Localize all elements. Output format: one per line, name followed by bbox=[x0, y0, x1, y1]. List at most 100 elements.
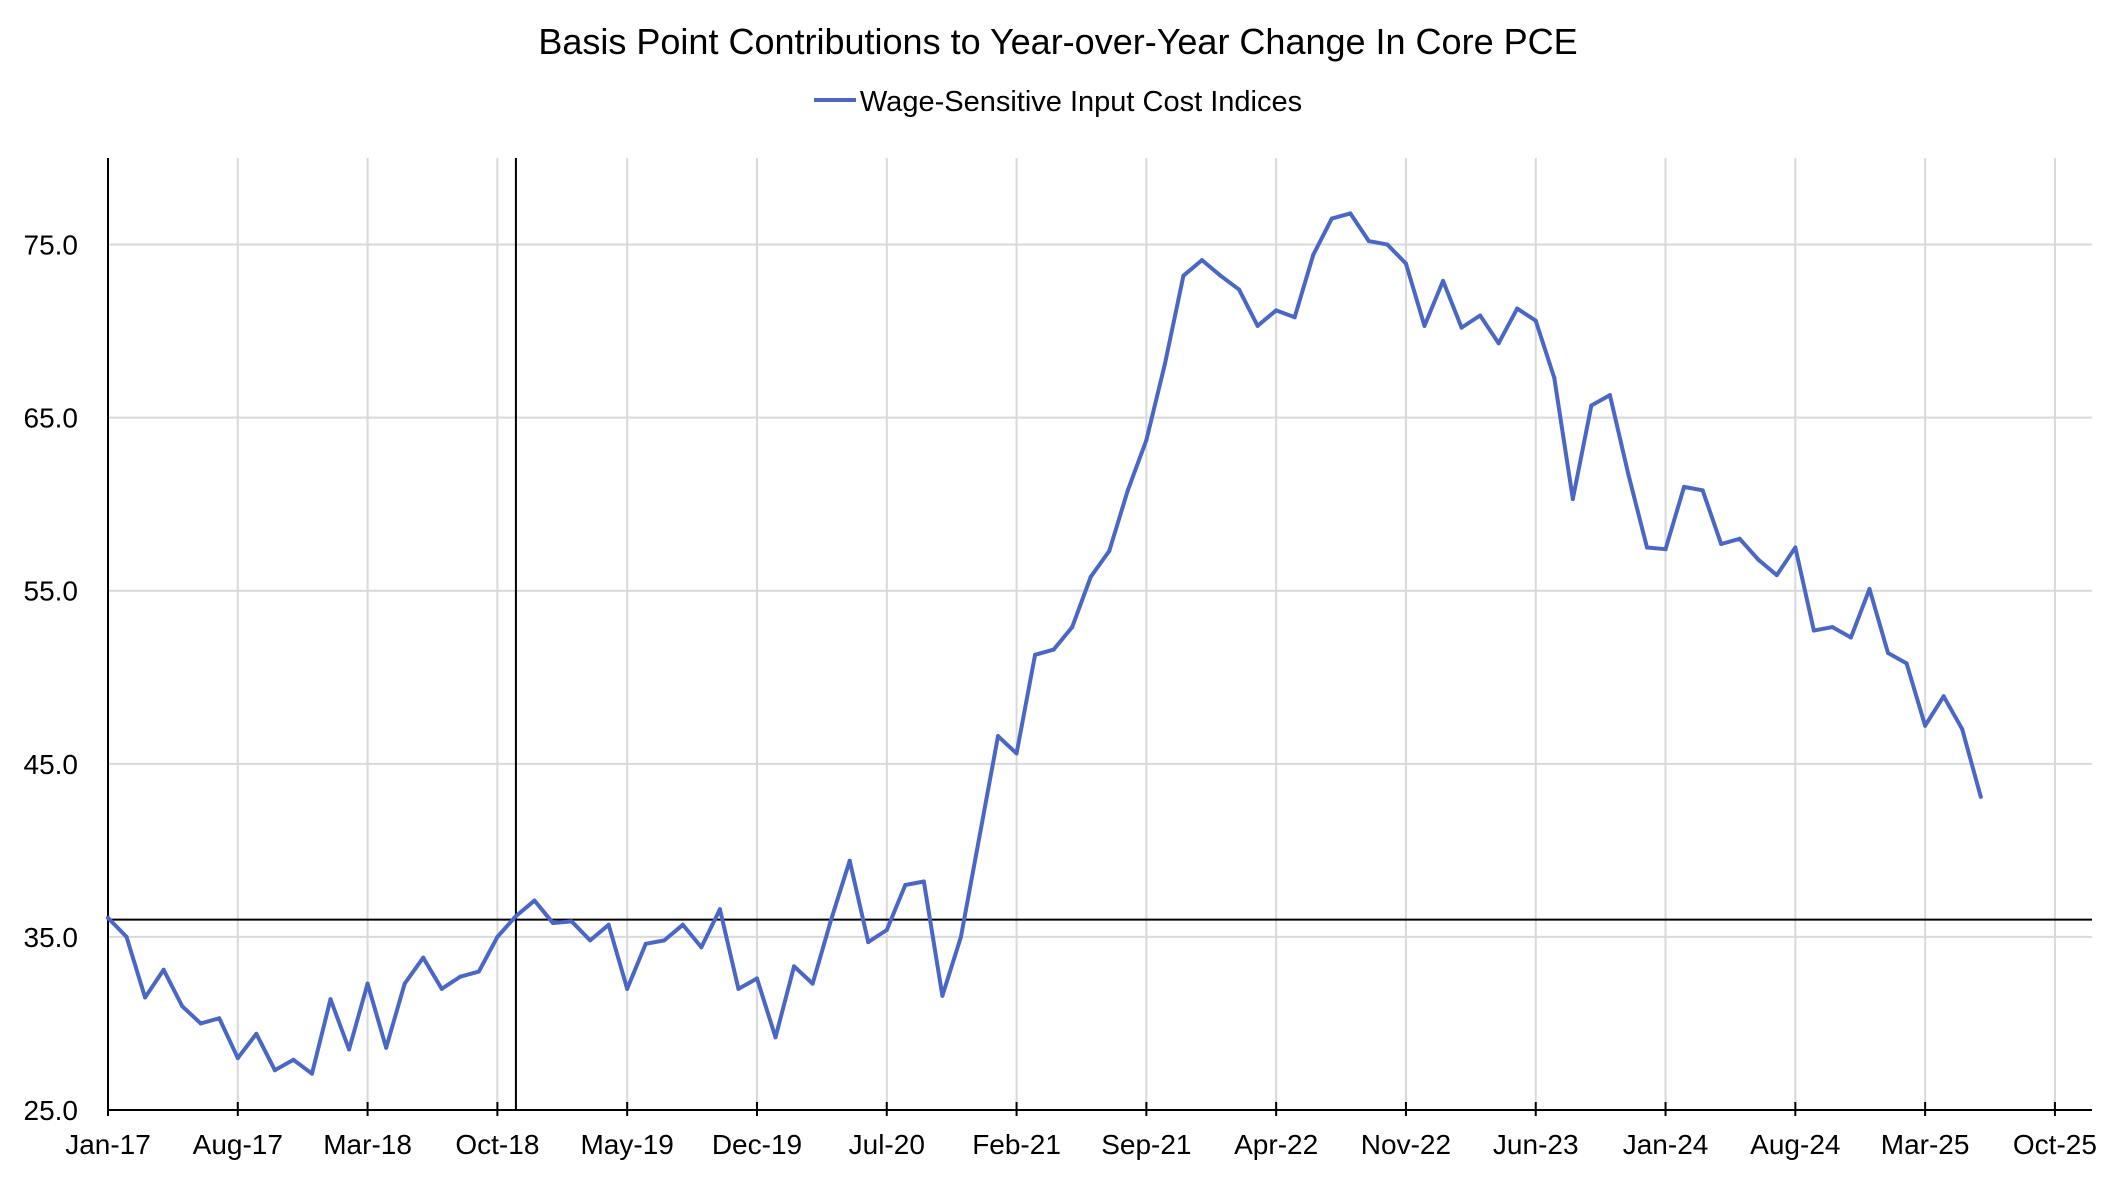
x-tick-label: Mar-25 bbox=[1881, 1129, 1970, 1160]
data-point bbox=[1682, 484, 1687, 489]
data-point bbox=[1811, 628, 1816, 633]
data-point bbox=[977, 834, 982, 839]
data-point bbox=[198, 1021, 203, 1026]
y-tick-label: 35.0 bbox=[24, 922, 79, 953]
data-point bbox=[1941, 694, 1946, 699]
data-point bbox=[1292, 315, 1297, 320]
data-point bbox=[513, 914, 518, 919]
data-point bbox=[1848, 635, 1853, 640]
data-point bbox=[1904, 661, 1909, 666]
data-point bbox=[1756, 557, 1761, 562]
data-point bbox=[1385, 242, 1390, 247]
data-point bbox=[1181, 273, 1186, 278]
data-point bbox=[1607, 393, 1612, 398]
y-tick-label: 45.0 bbox=[24, 749, 79, 780]
data-point bbox=[124, 934, 129, 939]
x-tick-label: Oct-18 bbox=[455, 1129, 539, 1160]
data-point bbox=[1663, 547, 1668, 552]
data-point bbox=[1199, 258, 1204, 263]
x-tick-label: Jul-20 bbox=[849, 1129, 925, 1160]
axes bbox=[107, 158, 2092, 1116]
data-point bbox=[1570, 496, 1575, 501]
x-tick-label: May-19 bbox=[580, 1129, 673, 1160]
data-point bbox=[551, 921, 556, 926]
data-point bbox=[180, 1004, 185, 1009]
y-axis-tick-labels: 25.0 35.0 45.0 55.0 65.0 75.0 bbox=[24, 230, 79, 1126]
data-point bbox=[217, 1016, 222, 1021]
data-point bbox=[736, 986, 741, 991]
gridlines bbox=[108, 158, 2092, 1111]
data-point bbox=[1403, 261, 1408, 266]
data-point bbox=[1366, 239, 1371, 244]
x-tick-label: Oct-25 bbox=[2013, 1129, 2097, 1160]
data-point bbox=[1422, 323, 1427, 328]
data-point bbox=[291, 1057, 296, 1062]
data-point bbox=[625, 986, 630, 991]
data-point bbox=[439, 986, 444, 991]
data-point bbox=[903, 882, 908, 887]
data-point bbox=[792, 964, 797, 969]
series-line bbox=[106, 211, 1983, 1076]
data-point bbox=[680, 922, 685, 927]
data-point bbox=[810, 981, 815, 986]
data-point bbox=[1774, 573, 1779, 578]
x-axis-tick-labels: Jan-17 Aug-17 Mar-18 Oct-18 May-19 Dec-19 Jul-… bbox=[65, 1129, 2097, 1160]
data-point bbox=[1274, 308, 1279, 313]
data-point bbox=[1700, 488, 1705, 493]
data-point bbox=[347, 1047, 352, 1052]
data-point bbox=[1830, 625, 1835, 630]
data-point bbox=[476, 969, 481, 974]
data-point bbox=[1515, 306, 1520, 311]
data-point bbox=[1218, 273, 1223, 278]
data-point bbox=[1014, 751, 1019, 756]
legend: Wage-Sensitive Input Cost Indices bbox=[0, 82, 2116, 122]
data-point bbox=[1125, 488, 1130, 493]
data-point bbox=[106, 915, 110, 920]
data-point bbox=[1033, 652, 1038, 657]
data-point bbox=[1626, 472, 1631, 477]
data-point bbox=[421, 955, 426, 960]
data-point bbox=[754, 976, 759, 981]
data-point bbox=[235, 1056, 240, 1061]
data-point bbox=[365, 981, 370, 986]
data-point bbox=[1960, 727, 1965, 732]
data-point bbox=[1478, 313, 1483, 318]
data-point bbox=[1552, 375, 1557, 380]
data-point bbox=[1978, 794, 1983, 799]
data-point bbox=[143, 995, 148, 1000]
data-point bbox=[847, 858, 852, 863]
data-point bbox=[1348, 211, 1353, 216]
data-point bbox=[1533, 318, 1538, 323]
data-point bbox=[458, 974, 463, 979]
y-tick-label: 25.0 bbox=[24, 1095, 79, 1126]
data-point bbox=[532, 898, 537, 903]
data-point bbox=[384, 1045, 389, 1050]
data-point bbox=[1237, 287, 1242, 292]
data-point bbox=[1162, 361, 1167, 366]
data-point bbox=[1737, 536, 1742, 541]
data-point bbox=[1255, 323, 1260, 328]
data-point bbox=[272, 1068, 277, 1073]
data-point bbox=[569, 919, 574, 924]
data-point bbox=[958, 934, 963, 939]
y-tick-label: 55.0 bbox=[24, 576, 79, 607]
legend-label: Wage-Sensitive Input Cost Indices bbox=[859, 86, 1303, 118]
data-point bbox=[1459, 325, 1464, 330]
x-tick-label: Mar-18 bbox=[323, 1129, 412, 1160]
data-point bbox=[1311, 252, 1316, 257]
data-point bbox=[1719, 541, 1724, 546]
data-point bbox=[773, 1035, 778, 1040]
data-point bbox=[1496, 341, 1501, 346]
y-tick-label: 75.0 bbox=[24, 230, 79, 261]
series-group bbox=[106, 211, 1983, 1076]
data-point bbox=[588, 938, 593, 943]
data-point bbox=[940, 993, 945, 998]
x-tick-label: Feb-21 bbox=[972, 1129, 1061, 1160]
data-point bbox=[1144, 438, 1149, 443]
data-point bbox=[161, 967, 166, 972]
x-tick-label: Jun-23 bbox=[1493, 1129, 1579, 1160]
data-point bbox=[643, 941, 648, 946]
chart-title: Basis Point Contributions to Year-over-Y… bbox=[538, 21, 1578, 62]
x-tick-label: Aug-17 bbox=[193, 1129, 283, 1160]
